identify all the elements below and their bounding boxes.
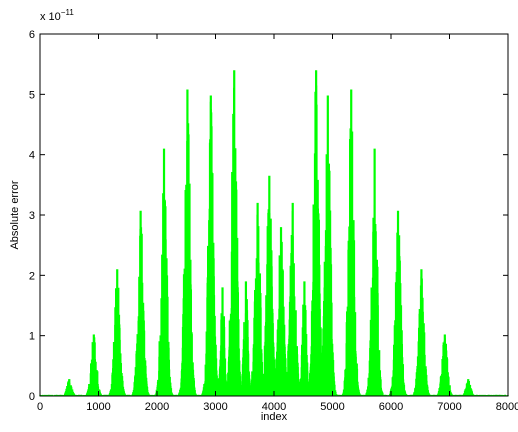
x-axis-ticks: 0 1000 2000 3000 4000 5000 6000 7000 8000 bbox=[37, 34, 518, 413]
y-tick-label: 4 bbox=[29, 150, 35, 162]
x-tick-label: 8000 bbox=[496, 401, 518, 413]
plot-background bbox=[40, 34, 508, 396]
x-tick-label: 0 bbox=[37, 401, 43, 413]
y-tick-label: 6 bbox=[29, 29, 35, 41]
y-tick-label: 5 bbox=[29, 89, 35, 101]
y-axis-title: Absolute error bbox=[9, 180, 21, 249]
y-tick-label: 1 bbox=[29, 331, 35, 343]
x-tick-label: 5000 bbox=[320, 401, 344, 413]
plot-area bbox=[39, 33, 509, 397]
x-tick-label: 4000 bbox=[262, 401, 286, 413]
y-tick-label: 3 bbox=[29, 210, 35, 222]
series-line bbox=[39, 70, 509, 396]
y-tick-label: 2 bbox=[29, 270, 35, 282]
x-tick-label: 2000 bbox=[145, 401, 169, 413]
x-tick-label: 6000 bbox=[379, 401, 403, 413]
y-tick-label: 0 bbox=[29, 391, 35, 403]
y-exponent-label: x 10−11 bbox=[40, 8, 74, 23]
y-axis-ticks: 0 1 2 3 4 5 6 bbox=[29, 29, 508, 403]
x-tick-label: 1000 bbox=[86, 401, 110, 413]
x-axis-title: index bbox=[261, 411, 288, 423]
x-tick-label: 3000 bbox=[203, 401, 227, 413]
x-tick-label: 7000 bbox=[437, 401, 461, 413]
